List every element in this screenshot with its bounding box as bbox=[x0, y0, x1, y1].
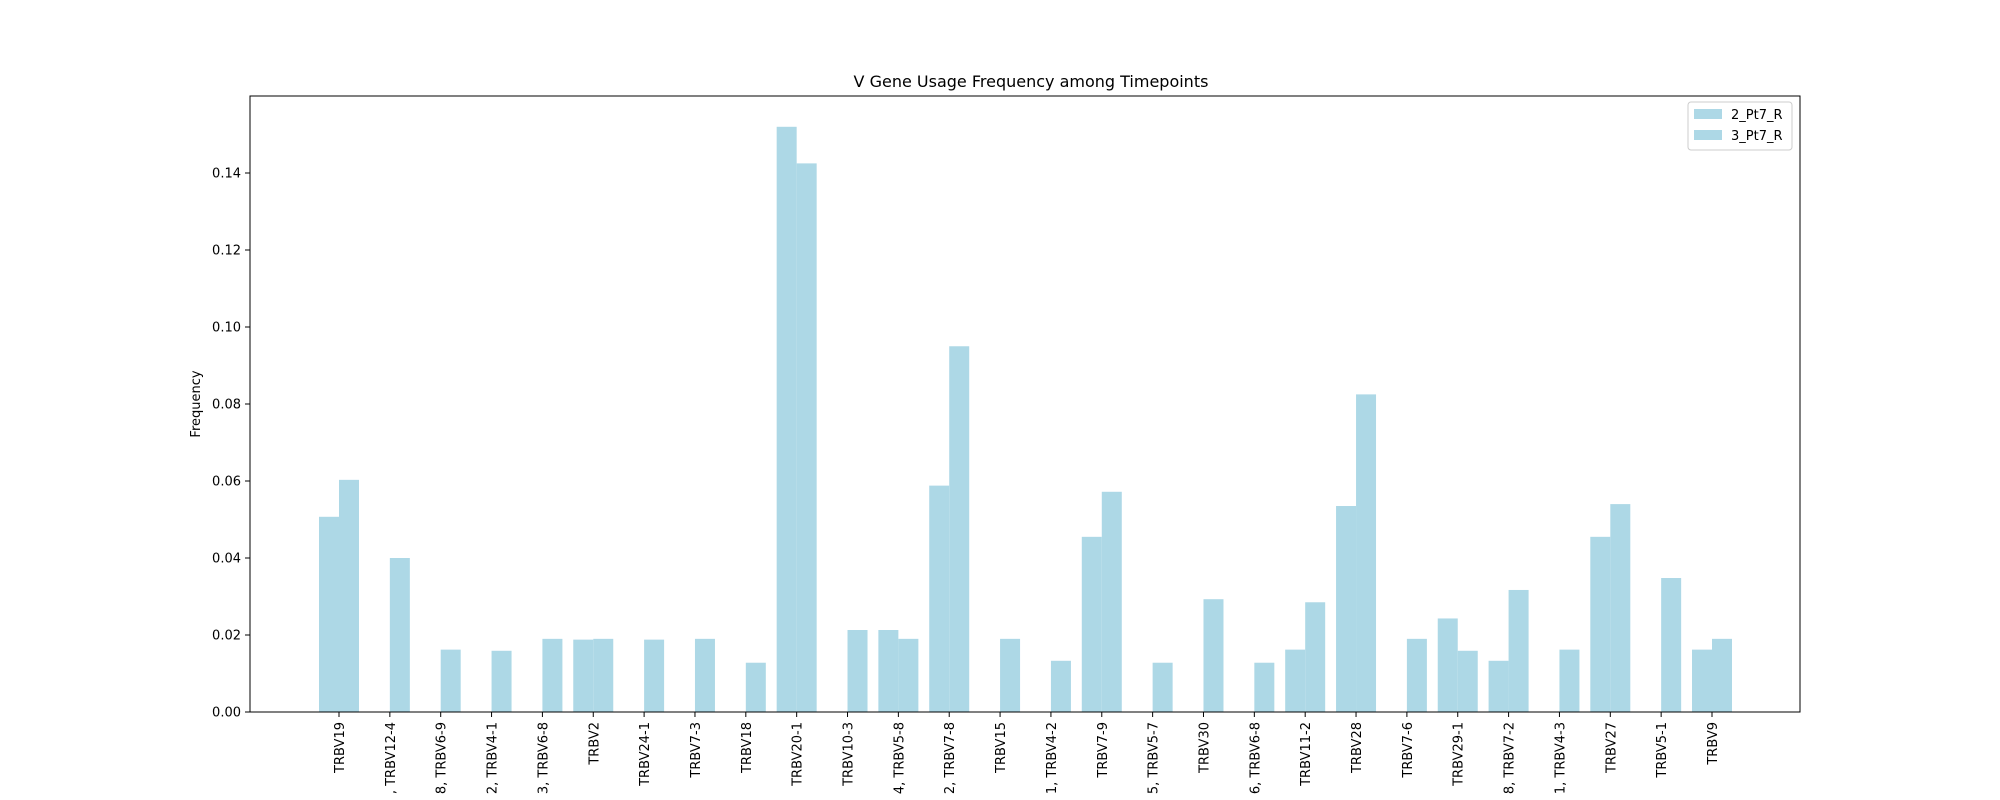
bar-2-pt7-r-12 bbox=[929, 485, 950, 712]
x-tick-label: TRBV27 bbox=[1604, 722, 1619, 774]
bar-2-pt7-r-23 bbox=[1488, 660, 1509, 712]
x-tick-label: TRBV28 bbox=[1350, 722, 1365, 774]
bars-group bbox=[319, 126, 1732, 713]
x-tick-label: 1, TRBV4-2 bbox=[1045, 722, 1060, 794]
bar-3-pt7-r-8 bbox=[745, 662, 766, 712]
bar-3-pt7-r-21 bbox=[1406, 638, 1427, 712]
bar-3-pt7-r-26 bbox=[1661, 578, 1682, 712]
chart-title: V Gene Usage Frequency among Timepoints bbox=[854, 72, 1209, 91]
bar-3-pt7-r-11 bbox=[898, 638, 919, 712]
bar-3-pt7-r-5 bbox=[593, 638, 614, 712]
bar-3-pt7-r-27 bbox=[1712, 638, 1732, 712]
bar-3-pt7-r-20 bbox=[1356, 394, 1377, 713]
bar-2-pt7-r-27 bbox=[1692, 649, 1712, 712]
x-tick-label: 3, TRBV6-8 bbox=[536, 722, 551, 794]
bar-3-pt7-r-13 bbox=[1000, 638, 1021, 712]
bar-3-pt7-r-1 bbox=[389, 558, 410, 712]
bar-3-pt7-r-6 bbox=[644, 639, 665, 712]
bar-2-pt7-r-22 bbox=[1437, 618, 1458, 712]
x-tick-label: TRBV20-1 bbox=[791, 722, 806, 787]
x-tick-label: TRBV5-1 bbox=[1655, 722, 1670, 779]
bar-3-pt7-r-2 bbox=[440, 649, 461, 712]
bar-3-pt7-r-19 bbox=[1305, 602, 1326, 712]
x-tick-label: 8, TRBV6-9 bbox=[435, 722, 450, 794]
x-tick-label: TRBV7-3 bbox=[689, 722, 704, 779]
bar-2-pt7-r-20 bbox=[1336, 506, 1357, 712]
x-tick-label: 2, TRBV7-8 bbox=[943, 722, 958, 794]
bar-2-pt7-r-9 bbox=[776, 126, 797, 713]
x-tick-label: 6, TRBV6-8 bbox=[1248, 722, 1263, 794]
legend-label-3-pt7-r: 3_Pt7_R bbox=[1731, 129, 1783, 144]
x-tick-label: 2, TRBV4-1 bbox=[486, 722, 501, 794]
bar-3-pt7-r-22 bbox=[1457, 650, 1478, 712]
bar-2-pt7-r-0 bbox=[319, 516, 339, 712]
x-tick-label: TRBV15 bbox=[994, 722, 1009, 774]
bar-3-pt7-r-0 bbox=[339, 479, 359, 712]
bar-3-pt7-r-3 bbox=[491, 650, 512, 712]
x-tick-label: TRBV30 bbox=[1197, 722, 1212, 774]
x-tick-label: TRBV7-6 bbox=[1401, 722, 1416, 779]
x-tick-label: TRBV7-9 bbox=[1096, 722, 1111, 779]
bar-3-pt7-r-10 bbox=[847, 630, 868, 712]
x-tick-label: TRBV29-1 bbox=[1452, 722, 1467, 787]
y-tick-label: 0.08 bbox=[212, 398, 241, 413]
x-tick-label: TRBV9 bbox=[1706, 722, 1721, 766]
bar-3-pt7-r-9 bbox=[796, 163, 817, 712]
bar-3-pt7-r-4 bbox=[542, 638, 563, 712]
x-axis: TRBV19 , TRBV12-4 8, TRBV6-9 2, TRBV4-1 3, T… bbox=[333, 712, 1721, 794]
y-tick-label: 0.12 bbox=[212, 244, 241, 259]
legend-swatch-2-pt7-r bbox=[1694, 109, 1722, 119]
bar-2-pt7-r-11 bbox=[878, 630, 899, 712]
x-tick-label: TRBV18 bbox=[740, 722, 755, 774]
y-tick-label: 0.10 bbox=[212, 321, 241, 336]
bar-3-pt7-r-17 bbox=[1203, 599, 1224, 712]
x-tick-label: , TRBV12-4 bbox=[384, 722, 399, 794]
legend-swatch-3-pt7-r bbox=[1694, 130, 1722, 140]
bar-2-pt7-r-5 bbox=[573, 639, 594, 712]
x-tick-label: TRBV10-3 bbox=[842, 722, 857, 787]
bar-3-pt7-r-7 bbox=[694, 638, 715, 712]
x-tick-label: TRBV11-2 bbox=[1299, 722, 1314, 787]
y-tick-label: 0.06 bbox=[212, 475, 241, 490]
x-tick-label: 8, TRBV7-2 bbox=[1503, 722, 1518, 794]
x-tick-label: 5, TRBV5-7 bbox=[1147, 722, 1162, 794]
bar-3-pt7-r-14 bbox=[1050, 660, 1071, 712]
x-tick-label: TRBV2 bbox=[587, 722, 602, 766]
bar-3-pt7-r-24 bbox=[1559, 649, 1580, 712]
y-tick-label: 0.14 bbox=[212, 167, 241, 182]
x-tick-label: TRBV24-1 bbox=[638, 722, 653, 787]
y-axis: 0.00 0.02 0.04 0.06 0.08 0.10 0.12 0.14 bbox=[212, 167, 250, 721]
bar-2-pt7-r-19 bbox=[1285, 649, 1306, 712]
y-tick-label: 0.04 bbox=[212, 552, 241, 567]
bar-3-pt7-r-18 bbox=[1254, 662, 1275, 712]
bar-2-pt7-r-15 bbox=[1081, 536, 1102, 712]
y-axis-label: Frequency bbox=[189, 370, 204, 437]
legend-label-2-pt7-r: 2_Pt7_R bbox=[1731, 108, 1783, 123]
bar-3-pt7-r-25 bbox=[1610, 504, 1631, 712]
x-tick-label: TRBV19 bbox=[333, 722, 348, 774]
x-tick-label: 1, TRBV4-3 bbox=[1553, 722, 1568, 794]
x-tick-label: 4, TRBV5-8 bbox=[892, 722, 907, 794]
bar-3-pt7-r-15 bbox=[1101, 491, 1122, 712]
y-tick-label: 0.02 bbox=[212, 629, 241, 644]
bar-2-pt7-r-25 bbox=[1590, 536, 1611, 712]
y-tick-label: 0.00 bbox=[212, 706, 241, 721]
bar-3-pt7-r-16 bbox=[1152, 662, 1173, 712]
bar-3-pt7-r-12 bbox=[949, 346, 970, 712]
legend: 2_Pt7_R 3_Pt7_R bbox=[1687, 101, 1793, 151]
bar-3-pt7-r-23 bbox=[1508, 589, 1529, 712]
